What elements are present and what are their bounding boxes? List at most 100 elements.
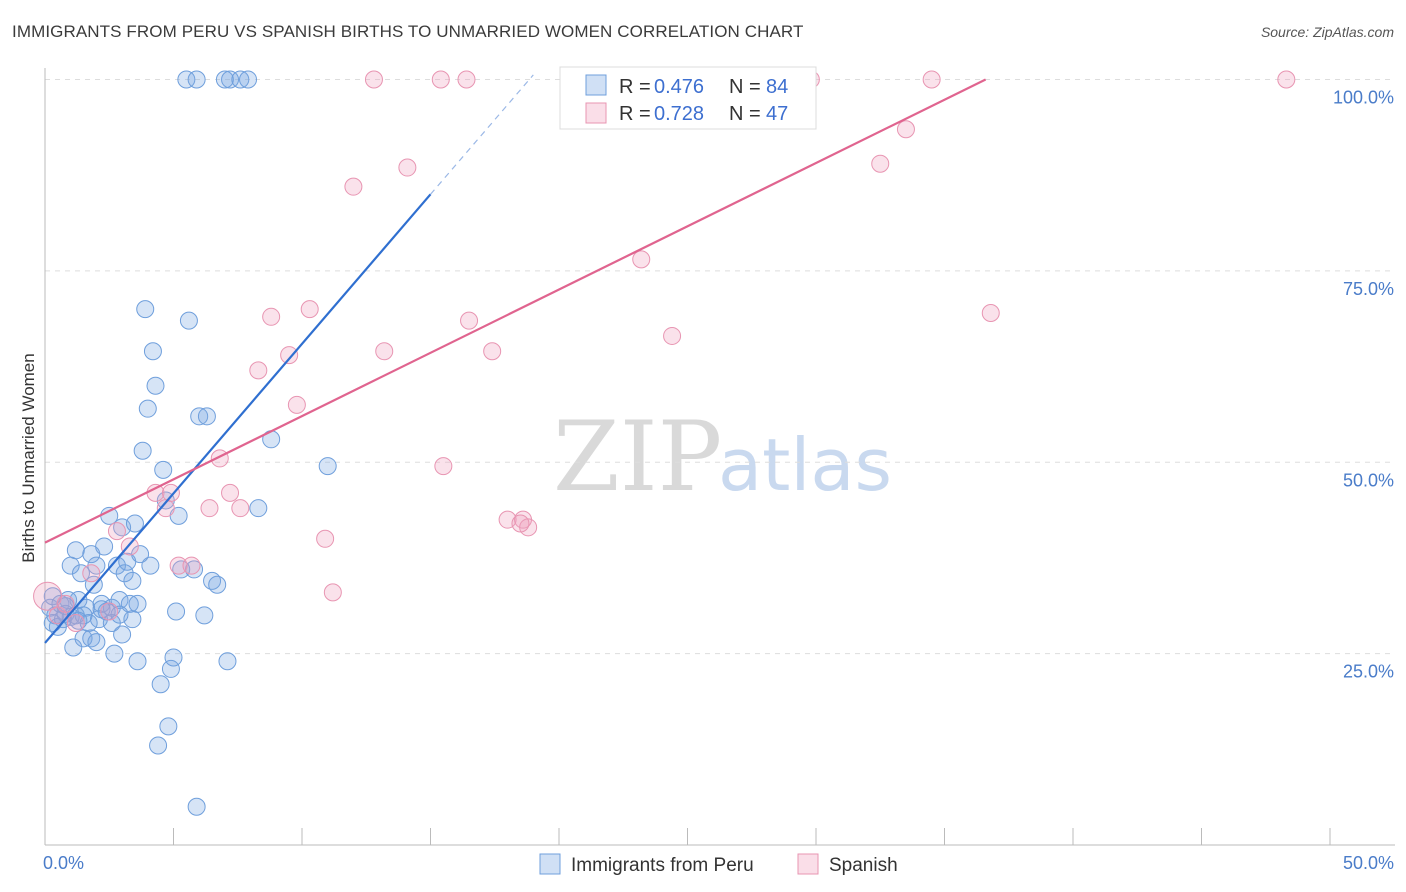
spanish-point-32: [483, 342, 502, 361]
spanish-point-15: [221, 483, 240, 502]
peru-point-48: [141, 556, 160, 575]
spanish-point-8: [146, 483, 165, 502]
spanish-point-38: [632, 250, 651, 269]
spanish-point-11: [169, 556, 188, 575]
peru-point-65: [187, 797, 206, 816]
legend-swatch-peru: [585, 74, 607, 96]
bottom-legend-swatch-peru: [539, 853, 561, 875]
series-legend: Immigrants from Peru Spanish: [539, 853, 898, 876]
legend-spanish-n-value: 47: [766, 103, 788, 125]
peru-point-51: [149, 736, 168, 755]
peru-point-83: [110, 605, 129, 624]
legend-spanish-r-value: 0.728: [654, 103, 704, 125]
peru-point-36: [115, 564, 134, 583]
peru-point-66: [190, 407, 209, 426]
spanish-point-5: [100, 602, 119, 621]
y-tick-label-75: 75.0%: [1343, 279, 1394, 299]
legend-peru-n-label: N =: [729, 76, 761, 98]
spanish-point-3: [66, 614, 85, 633]
spanish-point-39: [663, 326, 682, 345]
spanish-point-45: [1277, 70, 1296, 89]
peru-point-73: [221, 70, 240, 89]
watermark-atlas: atlas: [718, 423, 892, 507]
trend-line-spanish: [44, 78, 987, 544]
peru-point-78: [318, 457, 337, 476]
spanish-point-43: [922, 70, 941, 89]
peru-point-61: [177, 70, 196, 89]
peru-point-31: [105, 644, 124, 663]
stats-legend-box: [559, 66, 817, 130]
peru-point-43: [128, 652, 147, 671]
peru-point-52: [151, 675, 170, 694]
peru-point-13: [66, 541, 85, 560]
bottom-legend-swatch-spanish: [797, 853, 819, 875]
peru-point-70: [208, 575, 227, 594]
source-credit: Source: ZipAtlas.com: [1260, 24, 1394, 40]
spanish-point-29: [434, 457, 453, 476]
peru-point-11: [64, 638, 83, 657]
spanish-point-41: [871, 154, 890, 173]
spanish-point-27: [398, 158, 417, 177]
y-tick-label-25: 25.0%: [1343, 662, 1394, 682]
watermark-zip: ZIP: [553, 401, 722, 513]
bottom-legend-peru-label: Immigrants from Peru: [571, 855, 754, 876]
spanish-point-12: [182, 556, 201, 575]
legend-swatch-spanish: [585, 102, 607, 124]
spanish-point-30: [457, 70, 476, 89]
spanish-point-10: [161, 483, 180, 502]
trend-lines: [44, 74, 987, 644]
tick-labels: 25.0% 50.0% 75.0% 100.0% 0.0% 50.0%: [43, 88, 1394, 874]
peru-point-33: [110, 591, 129, 610]
spanish-point-25: [364, 70, 383, 89]
peru-point-34: [113, 625, 132, 644]
peru-point-41: [125, 514, 144, 533]
trend-line-peru-extension: [430, 74, 534, 195]
series-spanish: [33, 70, 1296, 633]
peru-point-67: [195, 606, 214, 625]
peru-point-49: [143, 342, 162, 361]
peru-point-39: [123, 571, 142, 590]
peru-point-75: [239, 70, 258, 89]
x-tick-label-0: 0.0%: [43, 853, 84, 873]
spanish-point-28: [431, 70, 450, 89]
y-tick-label-50: 50.0%: [1343, 470, 1394, 490]
peru-point-58: [167, 602, 186, 621]
spanish-point-46: [511, 514, 530, 533]
axes: [44, 68, 1395, 846]
peru-point-47: [138, 399, 157, 418]
peru-point-23: [87, 633, 106, 652]
legend-spanish-r-label: R =: [619, 103, 651, 125]
y-tick-label-100: 100.0%: [1333, 88, 1394, 108]
peru-point-64: [187, 70, 206, 89]
bottom-legend-spanish-label: Spanish: [829, 855, 898, 876]
peru-point-71: [215, 70, 234, 89]
peru-point-74: [231, 70, 250, 89]
trend-line-peru: [44, 193, 432, 644]
peru-point-15: [71, 564, 90, 583]
chart-title: IMMIGRANTS FROM PERU VS SPANISH BIRTHS T…: [12, 22, 804, 41]
spanish-point-21: [300, 300, 319, 319]
spanish-point-24: [344, 177, 363, 196]
peru-point-26: [95, 537, 114, 556]
peru-point-53: [154, 460, 173, 479]
spanish-point-26: [375, 342, 394, 361]
peru-point-50: [146, 376, 165, 395]
spanish-point-42: [896, 120, 915, 139]
peru-point-82: [69, 611, 88, 630]
peru-point-79: [74, 606, 93, 625]
peru-point-76: [249, 499, 268, 518]
legend-peru-r-value: 0.476: [654, 76, 704, 98]
stats-legend: R = 0.476 N = 84 R = 0.728 N = 47: [559, 66, 817, 130]
spanish-point-22: [316, 529, 335, 548]
peru-point-62: [179, 311, 198, 330]
peru-point-68: [197, 407, 216, 426]
spanish-point-13: [200, 499, 219, 518]
legend-peru-r-label: R =: [619, 76, 651, 98]
peru-point-32: [107, 556, 126, 575]
spanish-point-20: [287, 395, 306, 414]
series-immigrants-from-peru: [41, 70, 337, 816]
x-tick-label-50: 50.0%: [1343, 853, 1394, 873]
peru-point-42: [128, 594, 147, 613]
y-axis-label: Births to Unmarried Women: [19, 353, 38, 562]
peru-point-44: [131, 545, 150, 564]
